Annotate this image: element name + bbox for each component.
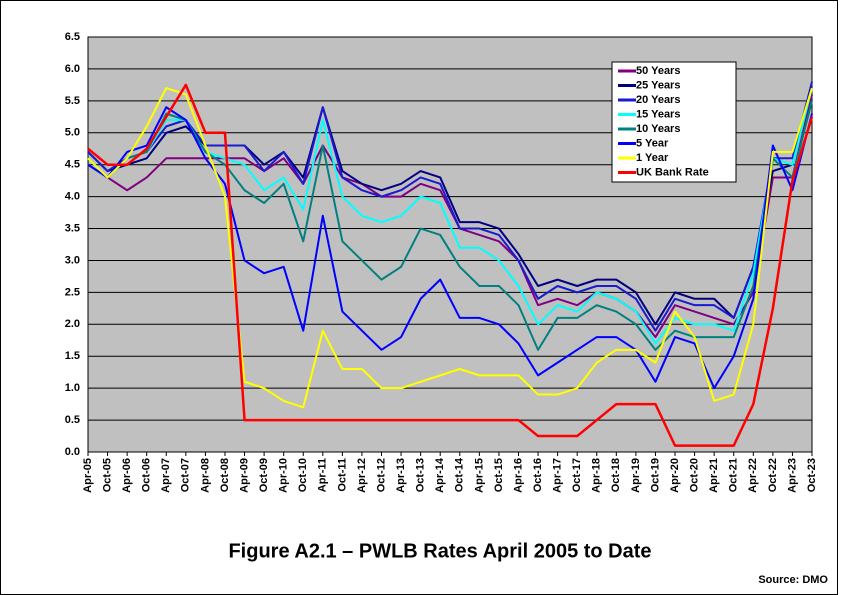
legend-label: 1 Year <box>636 152 669 164</box>
y-tick-label: 4.0 <box>65 191 80 203</box>
y-tick-label: 4.5 <box>65 159 80 171</box>
legend-box <box>611 61 737 183</box>
source-note: Source: DMO <box>758 574 828 586</box>
series-line <box>87 83 814 447</box>
series-line <box>87 106 813 390</box>
x-tick-label: Apr-15 <box>473 458 485 493</box>
x-tick-label: Apr-18 <box>591 458 603 493</box>
x-tick-label: Oct-10 <box>297 458 309 492</box>
x-tick-label: Apr-23 <box>786 458 798 493</box>
x-tick-label: Oct-15 <box>493 458 505 492</box>
series-line <box>87 87 813 409</box>
x-tick-label: Oct-17 <box>571 458 583 492</box>
x-tick-label: Oct-05 <box>101 458 113 492</box>
legend-label: UK Bank Rate <box>636 166 709 178</box>
legend-label: 50 Years <box>636 65 680 77</box>
x-tick-label: Oct-16 <box>532 458 544 492</box>
y-tick-label: 1.5 <box>65 350 80 362</box>
y-tick-label: 2.0 <box>65 318 80 330</box>
x-tick-label: Oct-12 <box>375 458 387 492</box>
y-tick-label: 5.0 <box>65 127 80 139</box>
series-line <box>87 81 813 332</box>
x-tick-label: Apr-12 <box>356 458 368 493</box>
series-line <box>87 94 813 339</box>
legend-label: 20 Years <box>636 94 680 106</box>
x-tick-label: Oct-23 <box>806 458 818 492</box>
y-tick-label: 0.5 <box>65 414 80 426</box>
x-tick-label: Apr-14 <box>434 457 446 493</box>
x-tick-label: Apr-06 <box>121 458 133 493</box>
x-tick-label: Oct-13 <box>415 458 427 492</box>
x-tick-label: Apr-09 <box>238 458 250 493</box>
legend-label: 15 Years <box>636 108 680 120</box>
x-tick-label: Oct-18 <box>610 458 622 492</box>
x-tick-label: Apr-11 <box>317 458 329 492</box>
y-tick-label: 2.5 <box>65 286 80 298</box>
x-tick-label: Oct-11 <box>336 458 348 492</box>
y-tick-label: 5.5 <box>65 95 80 107</box>
y-tick-label: 6.0 <box>65 63 80 75</box>
x-tick-label: Apr-16 <box>512 458 524 493</box>
x-tick-label: Apr-08 <box>199 458 211 493</box>
x-tick-label: Apr-10 <box>278 458 290 493</box>
x-tick-label: Oct-21 <box>728 458 740 492</box>
x-tick-label: Oct-08 <box>219 458 231 492</box>
x-tick-label: Oct-07 <box>180 458 192 492</box>
x-tick-label: Apr-20 <box>669 458 681 493</box>
x-tick-label: Oct-09 <box>258 458 270 492</box>
x-tick-label: Oct-20 <box>689 458 701 492</box>
y-tick-label: 3.0 <box>65 254 80 266</box>
x-tick-label: Apr-07 <box>160 458 172 493</box>
legend-label: 5 Year <box>636 137 669 149</box>
x-tick-label: Oct-19 <box>649 458 661 492</box>
y-tick-label: 1.0 <box>65 382 80 394</box>
y-tick-label: 6.5 <box>65 31 80 43</box>
x-tick-label: Apr-17 <box>552 458 564 493</box>
x-tick-label: Apr-05 <box>82 458 94 493</box>
x-tick-label: Apr-22 <box>747 458 759 493</box>
x-tick-label: Oct-06 <box>141 458 153 492</box>
chart-title: Figure A2.1 – PWLB Rates April 2005 to D… <box>228 540 651 562</box>
x-tick-label: Apr-21 <box>708 458 720 493</box>
x-tick-label: Apr-13 <box>395 458 407 493</box>
y-tick-label: 3.5 <box>65 222 80 234</box>
x-tick-label: Apr-19 <box>630 458 642 493</box>
legend-label: 10 Years <box>636 123 680 135</box>
legend-label: 25 Years <box>636 79 680 91</box>
x-tick-label: Oct-14 <box>454 457 466 492</box>
x-tick-label: Oct-22 <box>767 458 779 492</box>
y-tick-label: 0.0 <box>65 446 80 458</box>
